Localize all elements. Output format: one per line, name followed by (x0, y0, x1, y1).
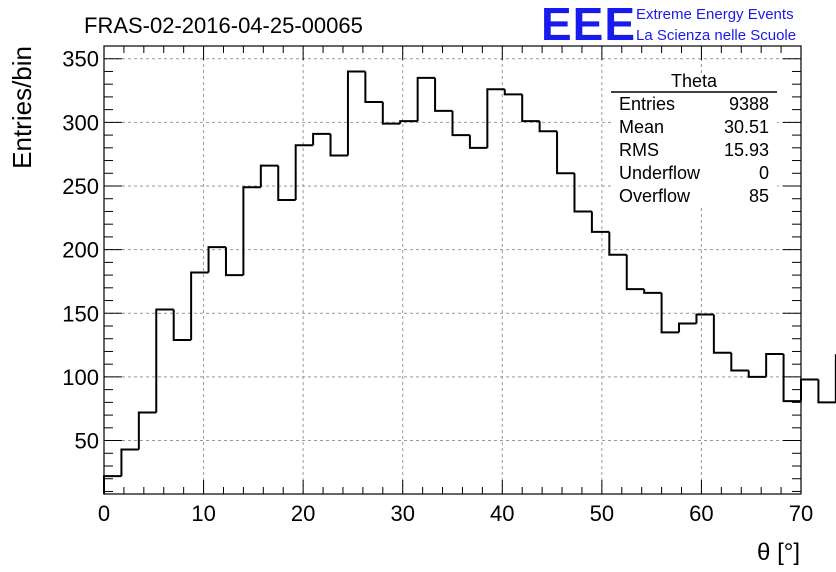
x-axis-title: θ [°] (757, 539, 800, 566)
x-tick-label: 70 (789, 501, 813, 526)
histogram-bin (573, 173, 592, 213)
plot-frame (103, 45, 802, 495)
histogram-bin (817, 379, 836, 404)
stats-label-overflow: Overflow (619, 186, 691, 206)
y-tick-label: 50 (75, 429, 99, 454)
histogram-bin (434, 77, 453, 112)
histogram-bin (538, 121, 558, 133)
histogram-bin (120, 448, 139, 477)
stats-value-underflow: 0 (759, 163, 769, 183)
histogram-bin (312, 132, 331, 146)
stats-box-title: Theta (671, 71, 718, 91)
histogram-bin (590, 211, 610, 233)
histogram-bin (765, 353, 784, 377)
x-tick-label: 50 (590, 501, 614, 526)
histogram-bin (294, 144, 314, 200)
x-tick-label: 60 (689, 501, 713, 526)
histogram-bin (190, 271, 209, 340)
histogram-bin (346, 70, 366, 156)
stats-label-mean: Mean (619, 117, 664, 137)
y-tick-label: 300 (62, 110, 99, 135)
x-tick-label: 0 (98, 501, 110, 526)
histogram-bin (277, 165, 296, 201)
chart-title: FRAS-02-2016-04-25-00065 (84, 13, 363, 38)
histogram-bin (695, 313, 714, 324)
stats-label-entries: Entries (619, 94, 675, 114)
logo-letters: EEE (541, 0, 636, 50)
stats-box-background (611, 74, 777, 208)
histogram-bin (259, 164, 279, 188)
histogram-bin (137, 411, 157, 450)
histogram-bin (468, 135, 488, 149)
histogram-bin (364, 71, 383, 103)
eee-logo: EEE Extreme Energy Events La Scienza nel… (541, 0, 796, 50)
x-tick-label: 30 (390, 501, 414, 526)
histogram-bin (643, 289, 662, 294)
histogram-bin (503, 89, 523, 96)
y-tick-label: 350 (62, 47, 99, 72)
histogram-bin (608, 231, 627, 256)
histogram-bin (381, 102, 401, 125)
stats-label-rms: RMS (619, 140, 659, 160)
histogram-bin (730, 352, 749, 372)
x-tick-label: 40 (490, 501, 514, 526)
histogram-bin (416, 76, 436, 122)
y-tick-label: 200 (62, 238, 99, 263)
histogram-bin (399, 120, 418, 124)
histogram-bin (678, 322, 697, 333)
histogram-bin (486, 88, 505, 148)
histogram-bin (521, 94, 540, 123)
histogram-bin (224, 247, 244, 277)
stats-value-entries: 9388 (729, 94, 769, 114)
histogram-bin (556, 131, 575, 175)
histogram-bin (242, 186, 261, 276)
y-tick-label: 250 (62, 174, 99, 199)
y-tick-label: 100 (62, 365, 99, 390)
stats-value-mean: 30.51 (724, 117, 769, 137)
axis-ticks (103, 46, 802, 494)
x-tick-labels: 0 10 20 30 40 50 60 70 (98, 501, 813, 526)
histogram-bin (155, 308, 174, 413)
histogram-bin (625, 254, 645, 291)
stats-value-overflow: 85 (749, 186, 769, 206)
histogram-bin (782, 354, 801, 403)
logo-line-1: Extreme Energy Events (636, 6, 794, 23)
stats-value-rms: 15.93 (724, 140, 769, 160)
histogram-bin (800, 378, 819, 402)
histogram-bin (329, 133, 348, 157)
x-tick-label: 10 (191, 501, 215, 526)
logo-line-2: La Scienza nelle Scuole (636, 27, 796, 44)
histogram-bin (660, 292, 680, 334)
y-axis-title: Entries/bin (7, 46, 37, 169)
y-tick-labels: 50 100 150 200 250 300 350 (62, 47, 99, 454)
histogram-bin (207, 246, 226, 273)
x-tick-label: 20 (291, 501, 315, 526)
stats-box: Theta Entries 9388 Mean 30.51 RMS 15.93 … (611, 71, 777, 208)
y-tick-label: 150 (62, 301, 99, 326)
histogram-bin (172, 309, 192, 341)
histogram-bin (451, 110, 470, 137)
histogram-bin (747, 370, 767, 378)
stats-label-underflow: Underflow (619, 163, 701, 183)
histogram-bin (712, 314, 732, 354)
